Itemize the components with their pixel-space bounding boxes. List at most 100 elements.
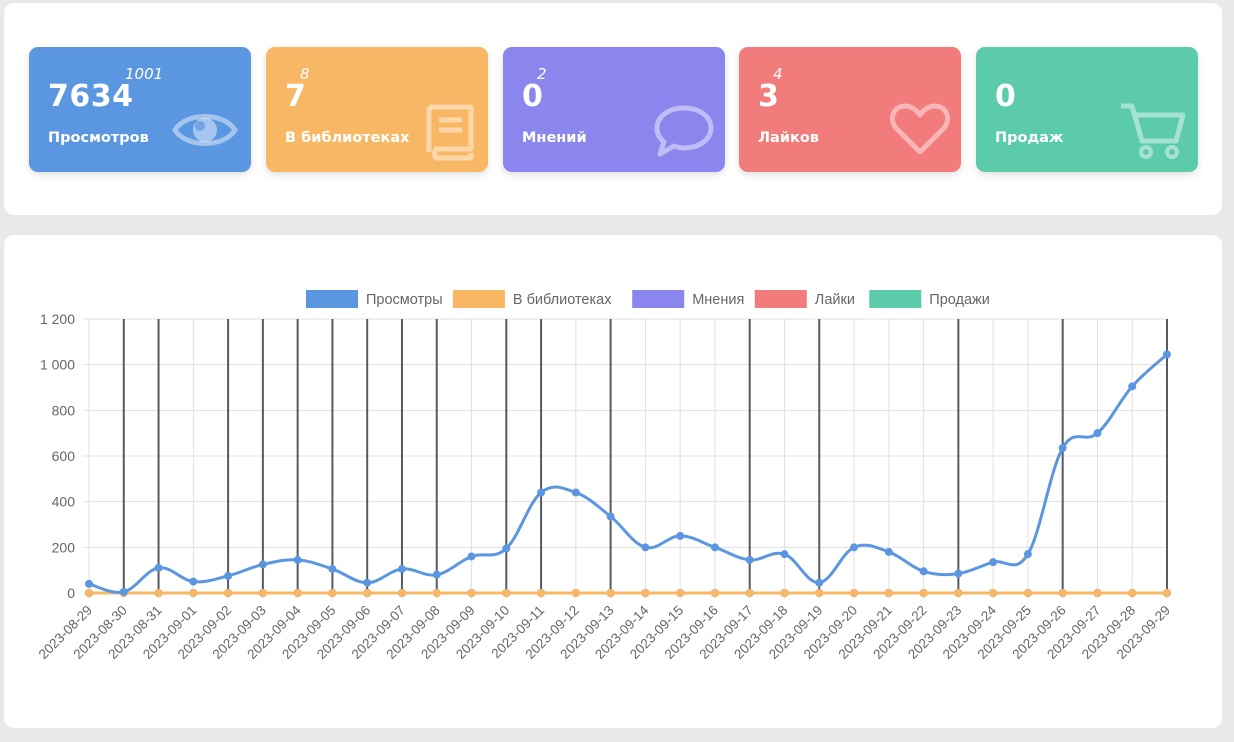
legend-swatch — [306, 290, 358, 308]
series-point — [676, 589, 685, 597]
y-tick-label: 1 200 — [40, 311, 75, 327]
likes-card[interactable]: 4 3 Лайков — [739, 47, 961, 172]
series-point — [884, 547, 893, 556]
series-point — [432, 570, 441, 579]
y-tick-label: 800 — [52, 402, 76, 418]
series-point — [397, 565, 406, 574]
series-point — [1163, 350, 1171, 359]
series-point — [954, 589, 963, 597]
series-point — [815, 589, 824, 597]
heart-icon — [889, 102, 951, 158]
series-point — [676, 531, 685, 540]
likes-count: 3 — [758, 79, 780, 114]
series-point — [571, 488, 580, 497]
series-point — [397, 589, 406, 597]
series-point — [85, 589, 93, 597]
library-count: 7 — [285, 79, 307, 114]
legend-swatch — [632, 290, 685, 308]
comment-icon — [653, 103, 715, 159]
series-point — [258, 589, 267, 597]
views-extra: 1001 — [125, 65, 164, 83]
series-point — [1023, 550, 1032, 559]
series-point — [189, 577, 198, 586]
series-point — [328, 565, 337, 574]
y-tick-label: 600 — [52, 448, 76, 464]
series-point — [710, 543, 719, 552]
opinions-label: Мнений — [522, 130, 587, 146]
series-point — [850, 589, 859, 597]
book-icon — [424, 102, 476, 162]
series-point — [884, 589, 893, 597]
series-point — [293, 589, 302, 597]
legend-label: Лайки — [815, 292, 855, 308]
series-point — [641, 543, 650, 552]
series-point — [363, 578, 372, 587]
series-point — [224, 589, 233, 597]
series-point — [363, 589, 372, 597]
series-point — [537, 488, 546, 497]
opinions-card[interactable]: 2 0 Мнений — [503, 47, 725, 172]
series-line — [88, 353, 1169, 594]
series-point — [293, 555, 302, 564]
series-point — [745, 589, 754, 597]
series-point — [954, 569, 963, 578]
series-point — [1093, 589, 1102, 597]
sales-count: 0 — [995, 79, 1017, 114]
chart-panel: 0 200 400 600 800 1 000 1 200 2023-08-29 2023-08… — [4, 235, 1222, 728]
views-count: 7634 — [48, 79, 134, 114]
legend-label: Мнения — [692, 292, 744, 308]
opinions-count: 0 — [522, 79, 544, 114]
library-extra: 8 — [300, 65, 310, 83]
series-point — [224, 571, 233, 580]
series-point — [919, 567, 928, 576]
views-card[interactable]: 1001 7634 Просмотров — [29, 47, 251, 172]
series-point — [989, 558, 998, 567]
stats-panel: 1001 7634 Просмотров 8 7 В библиотеках 2… — [4, 3, 1222, 215]
legend-label: Продажи — [929, 292, 990, 308]
series-point — [710, 589, 719, 597]
cart-icon — [1118, 101, 1188, 161]
likes-extra: 4 — [773, 65, 783, 83]
series-point — [154, 589, 163, 597]
legend-label: Просмотры — [366, 292, 443, 308]
series-point — [780, 550, 789, 559]
series-point — [780, 589, 789, 597]
legend-swatch — [869, 290, 922, 308]
legend-swatch — [452, 290, 505, 308]
series-point — [85, 579, 93, 588]
likes-label: Лайков — [758, 130, 819, 146]
series-point — [432, 589, 441, 597]
series-point — [850, 543, 859, 552]
series-point — [119, 587, 128, 596]
series-point — [467, 552, 476, 561]
sales-label: Продаж — [995, 130, 1064, 146]
y-tick-label: 400 — [52, 494, 76, 510]
series-point — [1128, 382, 1137, 391]
series-point — [328, 589, 337, 597]
y-tick-label: 200 — [52, 539, 76, 555]
library-card[interactable]: 8 7 В библиотеках — [266, 47, 488, 172]
series-point — [1058, 589, 1067, 597]
series-point — [189, 589, 198, 597]
series-point — [745, 555, 754, 564]
y-tick-label: 1 000 — [40, 357, 75, 373]
series-point — [1023, 589, 1032, 597]
library-label: В библиотеках — [285, 130, 410, 146]
y-tick-label: 0 — [67, 585, 75, 601]
series-point — [606, 512, 615, 521]
series-point — [502, 544, 511, 553]
views-label: Просмотров — [48, 130, 149, 146]
series-point — [258, 560, 267, 569]
series-point — [815, 578, 824, 587]
series-point — [1163, 589, 1171, 597]
series-point — [1058, 444, 1067, 453]
series-point — [571, 589, 580, 597]
series-point — [502, 589, 511, 597]
opinions-extra: 2 — [537, 65, 547, 83]
sales-card[interactable]: 0 Продаж — [976, 47, 1198, 172]
series-point — [989, 589, 998, 597]
legend-swatch — [754, 290, 807, 308]
series-point — [467, 589, 476, 597]
series-point — [1093, 429, 1102, 438]
